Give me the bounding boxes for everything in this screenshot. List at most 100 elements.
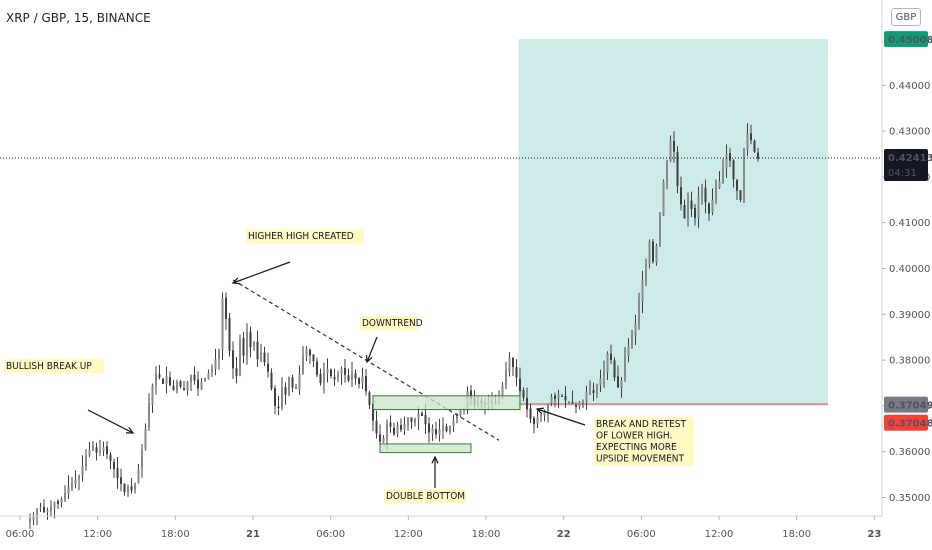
time-tick-label: 06:00 <box>316 529 345 540</box>
candle-body <box>60 498 63 503</box>
candle-body <box>67 486 70 494</box>
candle-body <box>400 425 402 430</box>
candle-body <box>200 382 203 390</box>
candle-body <box>235 368 238 377</box>
candle-body <box>666 160 668 183</box>
arrow-head <box>125 427 135 434</box>
candle-body <box>624 355 626 380</box>
candle-body <box>589 391 591 393</box>
candle-body <box>711 199 714 213</box>
price-tick-label: 0.44000 <box>889 81 930 92</box>
candle-body <box>197 379 199 389</box>
candle-body <box>382 437 385 443</box>
candle-body <box>610 353 612 361</box>
candle-body <box>750 133 752 141</box>
candle-body <box>316 361 318 375</box>
candle-body <box>512 357 514 367</box>
candle-body <box>704 187 707 203</box>
candle-body <box>183 388 185 390</box>
candle-body <box>662 181 665 216</box>
candle-body <box>109 454 112 461</box>
price-tag-bg <box>884 414 928 431</box>
candle-body <box>81 465 84 477</box>
candle-body <box>99 450 101 453</box>
candle-body <box>78 475 80 480</box>
candle-body <box>655 245 658 263</box>
arrow-downtrend <box>365 336 378 364</box>
candle-body <box>351 372 353 381</box>
candle-body <box>634 323 637 336</box>
candle-body <box>568 401 570 403</box>
candle-body <box>323 372 325 383</box>
target-price-tag: 0.45008 <box>884 31 932 48</box>
arrow-line <box>536 408 586 426</box>
candle-body <box>438 429 441 435</box>
candle-body <box>232 350 234 369</box>
time-tick-label: 12:00 <box>83 529 112 540</box>
candle-body <box>46 510 49 513</box>
candle-body <box>557 394 560 399</box>
candle-body <box>694 207 696 219</box>
candle-body <box>505 370 507 386</box>
candle-body <box>543 410 546 416</box>
candle-body <box>148 403 150 428</box>
arrow-higher-high <box>231 261 291 285</box>
candle-body <box>683 205 686 219</box>
candle-body <box>106 446 108 454</box>
candle-body <box>449 426 451 432</box>
candle-body <box>526 397 528 410</box>
candle-body <box>214 359 217 370</box>
candle-body <box>564 396 567 401</box>
candle-body <box>596 385 598 395</box>
candle-body <box>627 346 630 356</box>
candle-body <box>718 181 721 188</box>
time-tick-label: 12:00 <box>394 529 423 540</box>
candle-body <box>407 417 409 426</box>
candle-body <box>130 486 133 491</box>
annotation-text: HIGHER HIGH CREATED <box>248 231 354 242</box>
candle-body <box>375 420 378 434</box>
candle-body <box>326 369 329 374</box>
price-tick-label: 0.35000 <box>889 493 930 504</box>
candle-body <box>284 387 287 395</box>
annotation-bullish-break-up: BULLISH BREAK UP <box>4 359 104 374</box>
candle-body <box>389 422 392 427</box>
candle-body <box>676 151 679 187</box>
resistance-zone <box>372 395 521 411</box>
candle-body <box>645 263 647 282</box>
arrow-head <box>535 407 545 415</box>
candle-body <box>578 402 581 407</box>
candle-body <box>225 297 227 319</box>
candle-body <box>267 363 269 372</box>
candle-body <box>519 378 521 392</box>
candle-body <box>361 376 364 384</box>
candle-body <box>151 385 154 405</box>
countdown-text: 04:31 <box>888 168 917 179</box>
candle-body <box>162 378 164 384</box>
candle-body <box>638 300 640 323</box>
candle-body <box>141 449 143 468</box>
candle-body <box>697 195 700 218</box>
candle-body <box>508 357 511 372</box>
candle-body <box>687 199 689 220</box>
candle-body <box>256 341 259 360</box>
arrow-head <box>365 354 373 364</box>
time-tick-label: 18:00 <box>472 529 501 540</box>
candle-body <box>179 381 182 387</box>
annotation-box <box>4 359 104 374</box>
candle-body <box>295 387 297 389</box>
time-tick-label: 23 <box>867 529 881 540</box>
candle-body <box>144 428 147 450</box>
currency-button[interactable]: GBP <box>891 8 921 26</box>
candle-body <box>134 482 136 490</box>
candle-body <box>211 369 213 373</box>
candle-body <box>309 349 311 356</box>
price-tag-text: 0.45008 <box>888 35 932 46</box>
candle-body <box>207 372 210 380</box>
candle-body <box>347 375 350 381</box>
candle-body <box>249 331 252 348</box>
candle-body <box>757 152 759 159</box>
candle-body <box>414 418 416 424</box>
